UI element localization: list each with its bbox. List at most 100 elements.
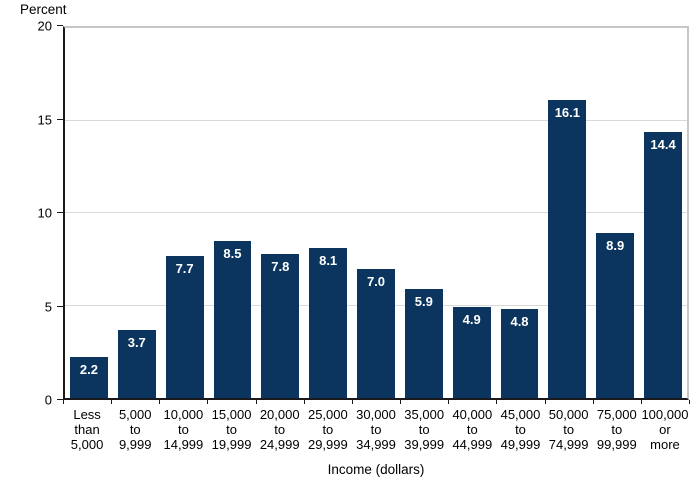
x-label-line: 20,000 [259, 407, 300, 422]
x-label-line: 30,000 [356, 407, 396, 422]
bar-slot: 4.9 [448, 28, 496, 398]
x-label-20-000-to-24-999: 20,000 to 24,999 [256, 407, 304, 452]
x-label-line: Less [73, 407, 101, 422]
x-label-45-000-to-49-999: 45,000 to 49,999 [496, 407, 544, 452]
bar-value-label: 3.7 [127, 334, 146, 350]
x-tick-mark [640, 400, 642, 404]
bar-slot: 5.9 [400, 28, 448, 398]
x-label-line: to [515, 422, 526, 437]
x-label-line: 5,000 [118, 407, 152, 422]
x-tick-mark [255, 400, 257, 404]
x-tick-mark [207, 400, 209, 404]
bar-value-label: 5.9 [414, 293, 433, 309]
x-label-line: to [129, 422, 141, 437]
y-tick-mark [57, 399, 63, 400]
x-label-25-000-to-29-999: 25,000 to 29,999 [304, 407, 352, 452]
bar-20-000-to-24-999: 7.8 [261, 253, 300, 398]
bar-slot: 8.1 [304, 28, 352, 398]
bar-100-000-or-more: 14.4 [644, 131, 682, 398]
x-label-line: to [466, 422, 478, 437]
bar-45-000-to-49-999: 4.8 [500, 309, 539, 398]
x-label-10-000-to-14-999: 10,000 to 14,999 [159, 407, 207, 452]
x-label-75-000-to-99-999: 75,000 to 99,999 [593, 407, 641, 452]
x-label-line: to [563, 422, 575, 437]
bar-slot: 3.7 [113, 28, 161, 398]
y-axis-title: Percent [20, 2, 67, 17]
bar-value-label: 8.9 [606, 238, 625, 254]
bar-75-000-to-99-999: 8.9 [596, 233, 635, 398]
bar-slot: 2.2 [65, 28, 113, 398]
x-label-line: to [274, 422, 286, 437]
x-label-line: 24,999 [259, 437, 300, 452]
x-label-line: to [322, 422, 334, 437]
bar-value-label: 4.9 [462, 312, 481, 328]
bar-less-than-5-000: 2.2 [70, 357, 108, 398]
x-label-line: or [659, 422, 671, 437]
bar-value-label: 7.0 [366, 273, 386, 289]
y-tick-label-15: 15 [37, 112, 52, 127]
bar-10-000-to-14-999: 7.7 [165, 255, 204, 398]
x-label-less-than-5-000: Less than 5,000 [63, 407, 111, 452]
bar-30-000-to-34-999: 7.0 [357, 268, 395, 398]
x-label-line: than [74, 422, 100, 437]
bar-50-000-to-74-999: 16.1 [548, 100, 587, 398]
x-tick-mark [400, 400, 402, 404]
x-label-50-000-to-74-999: 50,000 to 74,999 [545, 407, 593, 452]
x-label-line: 75,000 [596, 407, 637, 422]
bar-value-label: 16.1 [554, 105, 581, 121]
x-tick-mark [303, 400, 305, 404]
x-label-100-000-or-more: 100,000 or more [641, 407, 689, 452]
x-label-line: 15,000 [211, 407, 252, 422]
x-label-line: 40,000 [452, 407, 493, 422]
bar-value-label: 8.5 [223, 245, 242, 261]
gridline-15 [65, 119, 687, 121]
x-tick-mark [496, 400, 498, 404]
y-axis-ticks: 0 5 10 15 20 [0, 19, 63, 408]
x-label-line: 14,999 [163, 437, 204, 452]
x-label-30-000-to-34-999: 30,000 to 34,999 [352, 407, 400, 452]
x-label-40-000-to-44-999: 40,000 to 44,999 [448, 407, 496, 452]
y-tick-label-20: 20 [37, 18, 52, 34]
bar-slot: 7.7 [161, 28, 209, 398]
x-tick-mark [63, 400, 64, 404]
x-tick-mark [351, 400, 353, 404]
x-label-line: 19,999 [211, 437, 252, 452]
bar-slot: 4.8 [496, 28, 544, 398]
x-label-line: more [650, 437, 680, 452]
bar-5-000-to-9-999: 3.7 [117, 329, 156, 398]
x-tick-mark [159, 400, 161, 404]
y-tick-label-0: 0 [44, 392, 52, 408]
x-label-line: to [226, 422, 237, 437]
x-label-line: 34,999 [356, 437, 396, 452]
x-label-line: 5,000 [70, 437, 104, 452]
gridline-10 [65, 212, 687, 213]
bar-value-label: 2.2 [79, 362, 98, 378]
bar-slot: 16.1 [543, 28, 591, 398]
bar-value-label: 7.7 [175, 260, 194, 276]
x-label-line: 99,999 [596, 437, 637, 452]
x-label-line: 100,000 [641, 407, 689, 422]
plot-area: 2.2 3.7 7.7 8.5 7.8 8.1 7.0 5.9 4.9 4.8 16.1 8.9 14.… [63, 26, 689, 400]
x-label-line: 45,000 [500, 407, 541, 422]
bar-slot: 7.0 [352, 28, 400, 398]
x-label-15-000-to-19-999: 15,000 to 19,999 [207, 407, 255, 452]
bar-value-label: 8.1 [319, 253, 338, 269]
x-tick-mark [592, 400, 594, 404]
x-label-line: 29,999 [307, 437, 348, 452]
bar-25-000-to-29-999: 8.1 [309, 248, 348, 398]
x-tick-mark [544, 400, 546, 404]
x-axis-labels: Less than 5,000 5,000 to 9,999 10,000 to 14,999 1… [63, 407, 689, 452]
y-tick-mark [57, 25, 63, 26]
x-label-line: 25,000 [307, 407, 348, 422]
x-label-line: to [370, 422, 382, 437]
bar-slot: 7.8 [256, 28, 304, 398]
x-tick-mark [689, 400, 690, 404]
x-label-line: 10,000 [163, 407, 204, 422]
x-label-line: 39,999 [404, 437, 445, 452]
bar-40-000-to-44-999: 4.9 [452, 307, 491, 398]
x-label-line: to [177, 422, 189, 437]
bar-slot: 8.9 [591, 28, 639, 398]
x-label-5-000-to-9-999: 5,000 to 9,999 [111, 407, 159, 452]
x-tick-mark [448, 400, 450, 404]
